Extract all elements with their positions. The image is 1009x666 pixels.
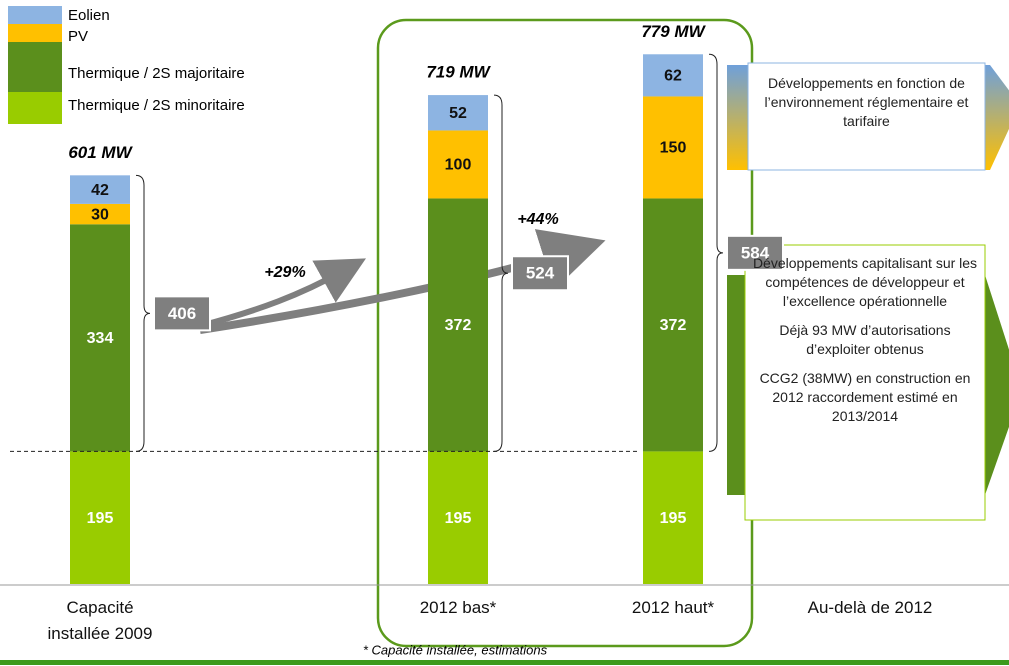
data-label: 195 [445,510,472,527]
bar-segment [428,198,488,452]
data-label: 100 [445,157,472,174]
total-label: 719 MW [426,63,491,82]
text-box: Développements capitalisant sur les comp… [752,254,978,436]
legend-label: Thermique / 2S minoritaire [68,97,245,114]
brace-box [153,295,211,332]
bar-segment [428,95,488,131]
bar-segment [428,451,488,584]
bar-segment [70,175,130,204]
legend-label: PV [68,28,88,45]
growth-label: +29% [264,264,305,281]
box-frame [744,244,986,521]
data-label: 62 [664,68,682,85]
bar-segment [643,96,703,199]
legend-label: Thermique / 2S majoritaire [68,65,245,82]
bar-segment [643,451,703,584]
category-label: Capacité installée 2009 [47,598,153,643]
legend-swatch [8,92,62,124]
brace [493,94,509,452]
legend-label: Eolien [68,7,110,24]
data-label: 372 [660,317,687,334]
brace-label: 406 [168,304,196,323]
bar-segment [70,451,130,584]
bar-segment [643,54,703,97]
data-label: 195 [660,510,687,527]
box-text: Déjà 93 MW d’autorisations d’exploiter o… [779,322,951,357]
bar-segment [70,224,130,452]
data-label: 52 [449,105,467,122]
legend-swatch [8,6,62,24]
growth-label: +44% [517,211,558,228]
box-text: Développements en fonction de l’environn… [764,75,969,129]
data-label: 150 [660,140,687,157]
box-text: Développements capitalisant sur les comp… [752,255,978,309]
data-label: 195 [87,510,114,527]
box-frame [747,62,986,171]
data-label: 30 [91,206,109,223]
footnote: * Capacité installée, estimations [363,642,548,657]
brace-box [511,255,569,292]
footer-bar [0,660,1009,665]
bar-segment [643,198,703,452]
category-label: 2012 bas* [419,598,497,617]
data-label: 334 [87,330,114,347]
brace-box [726,234,784,271]
legend-swatch [8,42,62,92]
total-label: 779 MW [641,22,706,41]
legend-swatch [8,24,62,42]
bar-segment [428,130,488,199]
text-box: Développements en fonction de l’environn… [752,74,981,141]
box-text: CCG2 (38MW) en construction en 2012 racc… [759,370,971,424]
category-label: 2012 haut* [631,598,715,617]
total-label: 601 MW [68,143,133,162]
brace-label: 524 [526,264,555,283]
brace-label: 584 [741,243,770,262]
data-label: 42 [91,182,109,199]
category-label: Au-delà de 2012 [807,598,933,617]
bar-segment [70,203,130,225]
data-label: 372 [445,317,472,334]
brace [708,53,724,452]
brace [135,174,151,452]
growth-arrow [199,258,366,329]
